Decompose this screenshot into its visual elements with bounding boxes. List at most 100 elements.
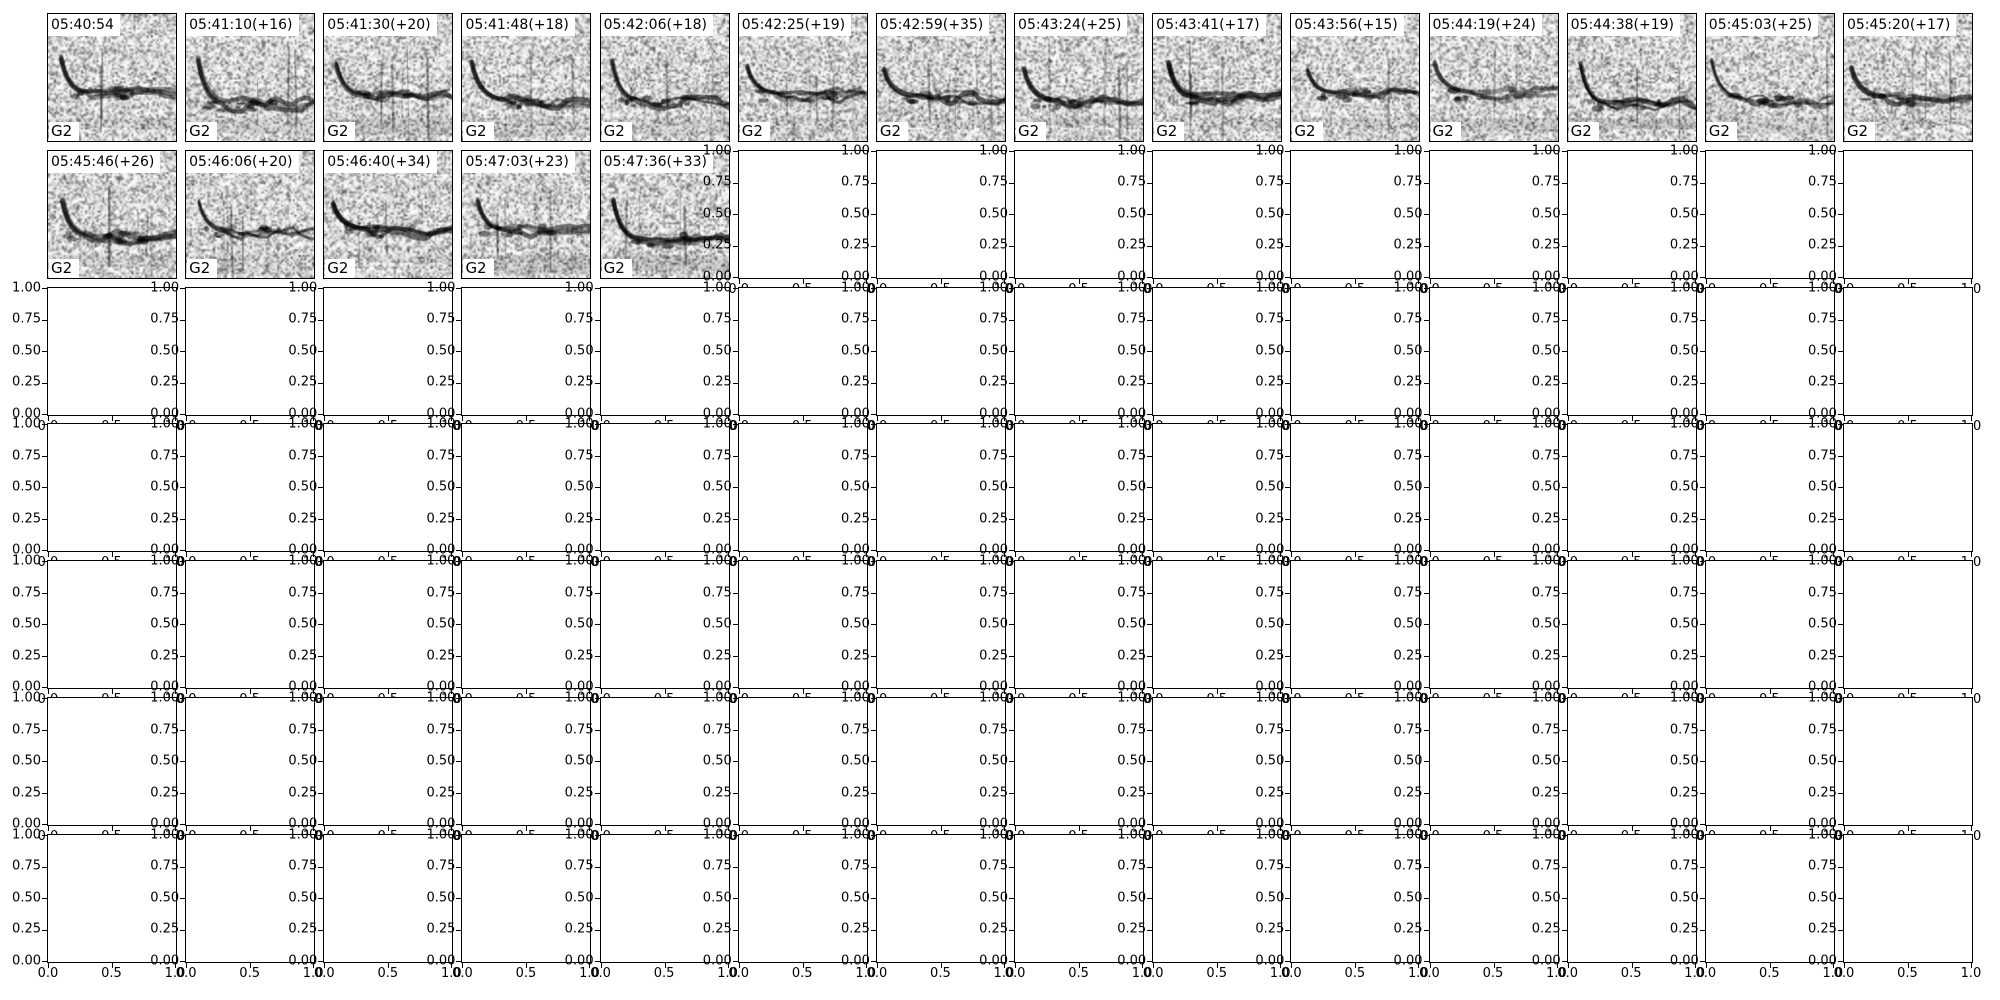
y-tick-label: 1.00 <box>702 416 732 432</box>
x-tick-mark <box>1705 689 1707 695</box>
x-tick-mark <box>1153 962 1155 968</box>
y-tick-mark <box>1561 834 1567 836</box>
x-tick-mark <box>250 962 252 968</box>
y-tick-mark <box>318 834 324 836</box>
y-tick-label: 0.75 <box>1117 858 1147 874</box>
y-tick-mark <box>180 656 186 658</box>
y-tick-label: 0.00 <box>564 816 594 832</box>
y-tick-label: 0.50 <box>979 616 1009 632</box>
y-tick-mark <box>42 624 47 626</box>
y-tick-label: 0.75 <box>1393 722 1423 737</box>
y-tick-label: 0.25 <box>426 374 456 390</box>
y-tick-mark <box>870 698 876 699</box>
y-tick-mark <box>180 960 186 962</box>
x-tick-mark <box>1970 552 1972 558</box>
x-tick-mark <box>1153 415 1155 421</box>
y-tick-label: 1.00 <box>1393 280 1423 296</box>
y-tick-mark <box>1561 550 1567 552</box>
y-tick-label: 0.75 <box>840 174 870 190</box>
y-tick-label: 1.00 <box>564 553 594 569</box>
y-tick-label: 0.50 <box>702 616 732 632</box>
y-tick-label: 1.00 <box>702 553 732 569</box>
y-tick-label: 0.75 <box>1393 858 1423 874</box>
y-tick-mark <box>1285 150 1291 152</box>
y-tick-mark <box>1009 561 1015 563</box>
x-tick-mark <box>1631 689 1633 695</box>
y-tick-label: 0.75 <box>1807 722 1837 737</box>
x-tick-mark <box>738 278 740 284</box>
y-tick-label: 0.00 <box>426 406 456 422</box>
x-tick-mark <box>1694 826 1696 831</box>
y-tick-label: 0.25 <box>150 921 180 937</box>
y-tick-label: 0.25 <box>702 374 732 390</box>
x-tick-mark <box>738 552 740 558</box>
y-tick-mark <box>1423 897 1429 899</box>
y-tick-mark <box>42 730 47 731</box>
x-tick-mark <box>600 826 602 831</box>
y-tick-label: 1.00 <box>1117 827 1147 843</box>
y-tick-label: 0.00 <box>564 953 594 969</box>
y-tick-label: 0.00 <box>12 679 41 695</box>
y-tick-label: 0.25 <box>1117 511 1147 527</box>
empty-subplot: 1.000.750.500.250.000.00.51.0 <box>1808 281 1981 433</box>
empty-subplot: 1.000.750.500.250.000.00.51.0 <box>1394 555 1567 707</box>
y-tick-mark <box>1699 761 1705 762</box>
panel-timestamp: 05:41:48(+18) <box>462 14 575 37</box>
y-tick-label: 0.00 <box>840 953 870 969</box>
y-tick-label: 0.00 <box>1393 679 1423 695</box>
x-tick-mark <box>802 415 804 421</box>
x-tick-mark <box>600 552 602 558</box>
y-tick-label: 0.75 <box>702 448 732 464</box>
y-tick-mark <box>1285 319 1291 321</box>
x-tick-mark <box>388 415 390 421</box>
y-tick-mark <box>1285 413 1291 415</box>
y-tick-mark <box>180 698 186 699</box>
y-tick-mark <box>1285 897 1291 899</box>
y-tick-label: 0.50 <box>12 479 41 495</box>
x-tick-mark <box>1567 415 1569 421</box>
y-tick-label: 0.75 <box>979 448 1009 464</box>
empty-subplot: 1.000.750.500.250.000.00.51.0 <box>841 418 1014 570</box>
spectrogram-panel: 05:46:06(+20) G2 <box>185 149 316 279</box>
x-tick-mark <box>1429 415 1431 421</box>
spectrogram-panel: 05:47:03(+23) G2 <box>461 149 592 279</box>
x-tick-mark <box>1015 689 1017 695</box>
y-tick-mark <box>732 287 738 289</box>
empty-subplot: 1.000.750.500.250.000.00.51.0 <box>1255 555 1428 707</box>
x-tick-mark <box>1493 826 1495 831</box>
y-tick-label: 1.00 <box>1393 416 1423 432</box>
x-tick-mark <box>1556 278 1558 284</box>
y-tick-mark <box>1699 824 1705 825</box>
y-tick-mark <box>1147 656 1153 658</box>
y-tick-label: 0.00 <box>1669 953 1699 969</box>
y-tick-label: 0.75 <box>840 311 870 327</box>
y-tick-mark <box>180 897 186 899</box>
y-tick-mark <box>1423 624 1429 626</box>
x-tick-mark <box>1142 278 1144 284</box>
x-tick-mark <box>940 689 942 695</box>
y-tick-mark <box>1699 350 1705 352</box>
y-tick-mark <box>1561 687 1567 689</box>
y-tick-label: 0.25 <box>564 648 594 664</box>
empty-subplot: 1.000.750.500.250.000.00.51.0 <box>703 555 876 707</box>
y-tick-mark <box>1285 687 1291 689</box>
x-tick-mark <box>1843 552 1845 558</box>
y-tick-mark <box>1423 730 1429 731</box>
y-tick-mark <box>1285 213 1291 215</box>
y-tick-label: 0.00 <box>1669 542 1699 558</box>
x-tick-mark <box>1556 826 1558 831</box>
y-tick-label: 0.00 <box>1531 542 1561 558</box>
y-tick-label: 1.00 <box>1531 416 1561 432</box>
y-tick-mark <box>870 834 876 836</box>
y-tick-label: 0.50 <box>1393 753 1423 769</box>
y-tick-label: 0.25 <box>840 237 870 253</box>
y-tick-label: 0.25 <box>702 511 732 527</box>
y-tick-label: 0.00 <box>702 542 732 558</box>
x-tick-mark <box>186 689 188 695</box>
panel-timestamp: 05:45:20(+17) <box>1843 14 1957 37</box>
y-tick-label: 1.00 <box>288 280 318 296</box>
x-tick-mark <box>313 826 315 831</box>
spectrogram-panel: 05:44:38(+19) G2 <box>1566 13 1697 142</box>
y-tick-mark <box>870 424 876 426</box>
